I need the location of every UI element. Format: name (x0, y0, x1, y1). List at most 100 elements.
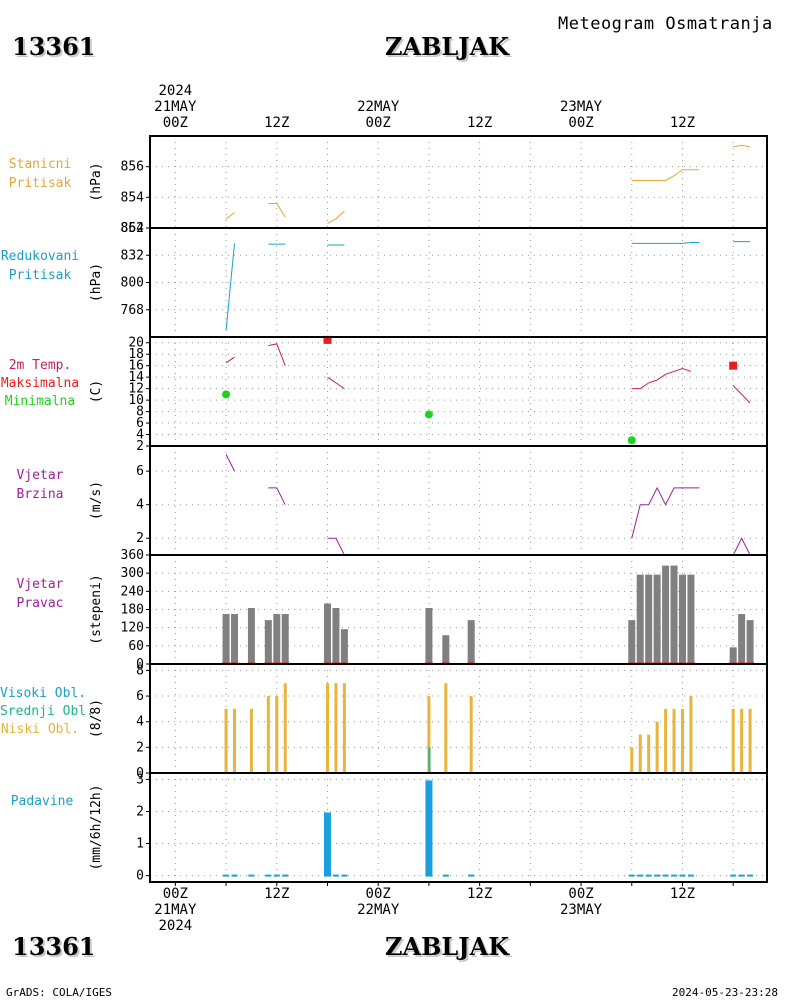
wind-dir-bar (729, 647, 737, 664)
wind-dir-bar (636, 574, 644, 664)
panel-frame (149, 445, 768, 556)
precip-bar (679, 874, 686, 877)
wind-dir-bar (273, 614, 281, 664)
wind-speed-line (268, 487, 286, 505)
label-precip: Padavine (0, 794, 84, 809)
bottom-hour-label: 12Z (264, 886, 289, 902)
label-temp-max: Maksimalna (0, 376, 80, 391)
station-pressure-line (268, 202, 286, 218)
wind-speed-line (631, 486, 700, 539)
precip-bar (738, 874, 745, 877)
cloud-low-bar (266, 696, 270, 773)
bottom-date-label: 23MAY (560, 902, 603, 918)
bottom-hour-label: 00Z (163, 886, 188, 902)
y-unit-label: (C) (89, 380, 104, 403)
label-line: Stanicni (8, 157, 72, 172)
precip-bar (662, 874, 669, 877)
y-tick-label: 0 (136, 869, 144, 884)
y-tick-label: 2 (136, 740, 144, 755)
label-line: Redukovani (0, 249, 80, 264)
cloud-low-bar (342, 683, 346, 773)
bottom-date-label: 21MAY (154, 902, 197, 918)
label-temperature: 2m Temp. Maksimalna Minimalna (0, 358, 80, 409)
label-cloud-high: Visoki Obl. (0, 686, 87, 701)
wind-dir-bar (687, 574, 695, 664)
precip-bar (654, 874, 661, 877)
precip-bar (332, 874, 339, 877)
label-cloud-mid: Srednji Obl. (0, 704, 94, 719)
cloud-low-bar (233, 708, 237, 773)
cloud-low-bar (444, 683, 448, 773)
y-tick-label: 6 (136, 416, 144, 431)
cloud-low-bar (283, 683, 287, 773)
precip-bar (231, 874, 238, 877)
precip-bar (248, 874, 255, 877)
cloud-low-bar (334, 683, 338, 773)
station-pressure-line (733, 144, 751, 148)
precip-bar (425, 780, 433, 877)
top-hour-label: 00Z (568, 115, 593, 131)
y-tick-label: 14 (128, 370, 144, 385)
credit: GrADS: COLA/IGES (6, 986, 112, 999)
precip-bar (341, 874, 348, 877)
temp-min-marker (222, 390, 231, 399)
top-hour-label: 12Z (467, 115, 492, 131)
y-tick-label: 852 (121, 221, 144, 236)
wind-dir-bar (678, 574, 686, 664)
y-tick-label: 8 (136, 405, 144, 420)
wind-dir-bar (628, 620, 636, 664)
precip-bar (671, 874, 678, 877)
temp-max-marker (323, 335, 332, 344)
temperature-line (631, 368, 692, 390)
y-unit-label: (8/8) (89, 699, 104, 738)
bottom-hour-label: 00Z (568, 886, 593, 902)
y-tick-label: 360 (121, 548, 144, 563)
wind-speed-line (732, 537, 751, 556)
wind-dir-bar (645, 574, 653, 664)
y-tick-label: 854 (121, 190, 145, 205)
y-tick-label: 6 (136, 689, 144, 704)
cloud-low-bar (731, 708, 735, 773)
label-line: Brzina (16, 487, 64, 502)
label-line: Pravac (16, 596, 64, 611)
cloud-low-bar (630, 747, 634, 773)
wind-dir-bar (340, 629, 348, 664)
y-tick-label: 864 (121, 221, 145, 236)
y-tick-label: 2 (136, 804, 144, 819)
label-temp-min: Minimalna (4, 394, 76, 409)
y-tick-label: 800 (121, 276, 144, 291)
wind-dir-bar (738, 614, 746, 664)
station-pressure-line (327, 210, 345, 224)
wind-speed-line (225, 454, 235, 472)
precip-bar (273, 874, 280, 877)
top-date-label: 23MAY (560, 99, 603, 115)
top-hour-label: 00Z (366, 115, 391, 131)
station-pressure-line (631, 169, 700, 181)
y-tick-label: 8 (136, 663, 144, 678)
y-tick-label: 4 (136, 428, 144, 443)
precip-bar (687, 874, 694, 877)
wind-dir-bar (264, 620, 272, 664)
reduced-pressure-line (225, 243, 236, 331)
temp-min-marker (424, 410, 433, 419)
temperature-line (732, 385, 751, 404)
label-station-pressure: Stanicni Pritisak (0, 157, 80, 191)
y-tick-label: 18 (128, 347, 144, 362)
cloud-low-bar (427, 696, 431, 773)
wind-dir-bar (746, 620, 754, 664)
cloud-low-bar (647, 734, 651, 773)
precip-bar (637, 874, 644, 877)
y-tick-label: 12 (128, 382, 144, 397)
panel-station_pressure (146, 136, 767, 229)
precip-bar (468, 874, 475, 877)
y-tick-label: 4 (136, 498, 144, 513)
precip-bar (730, 874, 737, 877)
bottom-hour-label: 00Z (366, 886, 391, 902)
panel-wind_speed (146, 446, 767, 555)
cloud-low-bar (224, 708, 228, 773)
y-unit-label: (hPa) (89, 162, 104, 201)
top-year-label: 2024 (158, 83, 192, 99)
top-hour-label: 12Z (670, 115, 695, 131)
y-tick-label: 4 (136, 715, 144, 730)
